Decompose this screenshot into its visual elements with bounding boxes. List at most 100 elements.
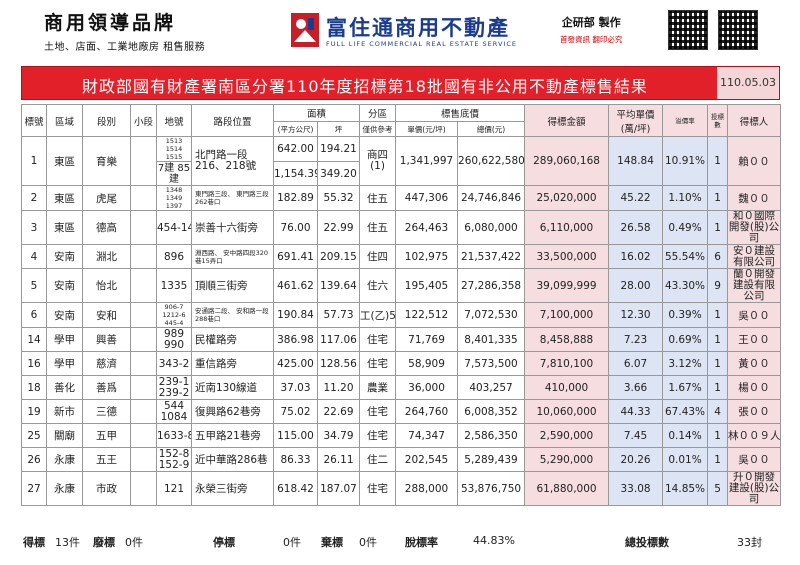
cell-road: 崇善十六街旁 (191, 210, 274, 245)
brand-subtitle: 土地、店面、工業地廠房 租售服務 (44, 42, 206, 53)
cell-premium: 1.67% (662, 375, 709, 400)
cell-area-ping: 209.15 (316, 244, 361, 269)
cell-area-m2: 86.33 (273, 447, 318, 472)
table-row: 3 東區 德高 454-14 崇善十六街旁 76.00 22.99 住五 264,463 6,08… (21, 210, 782, 245)
company-logo-icon (291, 13, 319, 47)
header: 商用領導品牌 土地、店面、工業地廠房 租售服務 富住通商用不動產 FULL LI… (0, 0, 800, 62)
footer-total-label: 總投標數 (625, 536, 669, 549)
cell-winner: 安０建設有限公司 (727, 244, 782, 269)
col-avg-unit-label: 平均單價 (616, 109, 655, 121)
cell-bids: 1 (707, 210, 729, 245)
cell-winning: 39,099,999 (524, 268, 610, 303)
producer-block: 企研部 製作 首發資訊 翻印必究 (560, 14, 622, 45)
cell-section: 虎尾 (82, 185, 131, 211)
cell-area-ping: 187.07 (316, 471, 361, 506)
cell-subsection (130, 351, 157, 376)
cell-no: 3 (21, 210, 47, 245)
cell-premium: 55.54% (662, 244, 709, 269)
cell-area-m2: 386.98 (273, 327, 318, 352)
table-row: 19 新市 三德 544 1084 復興路62巷旁 75.02 22.69 住宅 264,760… (21, 399, 782, 424)
cell-no: 14 (21, 327, 47, 352)
cell-no: 16 (21, 351, 47, 376)
cell-winner: 楊００ (727, 375, 782, 400)
cell-zone: 住六 (359, 268, 397, 303)
cell-section: 怡北 (82, 268, 131, 303)
col-lot: 地號 (156, 104, 192, 137)
table-row: 7建 85建 1,154.39 349.20 (22, 161, 781, 186)
cell-zone: 農業 (359, 375, 397, 400)
cell-winning: 5,290,000 (524, 447, 610, 472)
qr-code-icon[interactable] (668, 10, 708, 50)
title-bar: 財政部國有財產署南區分署110年度招標第18批國有非公用不動產標售結果 110.… (21, 66, 780, 100)
cell-district: 東區 (46, 185, 83, 211)
cell-road: 五甲路21巷旁 (191, 423, 274, 448)
cell-winning: 6,110,000 (524, 210, 610, 245)
cell-premium: 0.14% (662, 423, 709, 448)
cell-district: 關廟 (46, 423, 83, 448)
qr-code-icon[interactable] (718, 10, 758, 50)
cell-road: 頂順三街旁 (191, 268, 274, 303)
cell-premium: 3.12% (662, 351, 709, 376)
cell-area-ping: 57.73 (316, 302, 361, 328)
cell-bids: 9 (707, 268, 729, 303)
cell-avg-unit: 44.33 (608, 399, 664, 424)
cell-unit-price: 58,909 (395, 351, 459, 376)
col-base-price: 標售底價 (395, 104, 526, 122)
cell-zone: 住五 (359, 185, 397, 211)
cell-unit-price: 264,760 (395, 399, 459, 424)
cell-lot: 239-1 239-2 (156, 375, 192, 400)
cell-winning: 2,590,000 (524, 423, 610, 448)
footer-abandon-value: 0件 (359, 536, 377, 549)
table-row: 6 安南 安和 906-7 1212-6 445-4 安通路二段、 安和路一段288巷口… (21, 302, 782, 328)
cell-total-price: 403,257 (457, 375, 526, 400)
cell-winner: 王００ (727, 327, 782, 352)
cell-unit-price: 1,341,997 (395, 136, 459, 186)
cell-area-m2: 691.41 (273, 244, 318, 269)
cell-zone: 商四 (1) (359, 136, 397, 186)
cell-winning: 8,458,888 (524, 327, 610, 352)
cell-avg-unit: 7.45 (608, 423, 664, 448)
cell-district: 善化 (46, 375, 83, 400)
cell-bids: 4 (707, 399, 729, 424)
cell-unit-price: 122,512 (395, 302, 459, 328)
col-bids: 投標數 (707, 104, 729, 137)
cell-area-m2: 76.00 (273, 210, 318, 245)
cell-area-m2: 37.03 (273, 375, 318, 400)
cell-section: 五甲 (82, 423, 131, 448)
cell-no: 1 (21, 136, 47, 186)
cell-section: 善爲 (82, 375, 131, 400)
cell-district: 東區 (46, 210, 83, 245)
table-row: 25 關廟 五甲 1633-8 五甲路21巷旁 115.00 34.79 住宅 74,347 2,… (21, 423, 782, 448)
cell-premium: 0.01% (662, 447, 709, 472)
cell-road: 重信路旁 (191, 351, 274, 376)
cell-total-price: 6,008,352 (457, 399, 526, 424)
col-area: 面積 (272, 104, 361, 122)
cell-lot: 544 1084 (156, 399, 192, 424)
cell-premium: 14.85% (662, 471, 709, 506)
cell-zone: 住宅 (359, 351, 397, 376)
cell-district: 安南 (46, 244, 83, 269)
cell-unit-price: 288,000 (395, 471, 459, 506)
table-row: 26 永康 五王 152-8 152-9 近中華路286巷 86.33 26.11 住二 202… (21, 447, 782, 472)
cell-winner: 張００ (727, 399, 782, 424)
cell-winning: 289,060,168 (524, 136, 610, 186)
cell-total-price: 27,286,358 (457, 268, 526, 303)
cell-avg-unit: 45.22 (608, 185, 664, 211)
cell-total-price: 6,080,000 (457, 210, 526, 245)
footer-rate-label: 脫標率 (405, 536, 438, 549)
cell-area-ping: 34.79 (316, 423, 361, 448)
cell-section: 育樂 (82, 136, 131, 186)
producer-note: 首發資訊 翻印必究 (560, 35, 623, 44)
footer-abandon-label: 棄標 (321, 536, 343, 549)
cell-section: 淵北 (82, 244, 131, 269)
cell-area-m2: 425.00 (273, 351, 318, 376)
cell-area-m2: 75.02 (273, 399, 318, 424)
cell-winning: 410,000 (524, 375, 610, 400)
cell-total-price: 53,876,750 (457, 471, 526, 506)
cell-district: 永康 (46, 471, 83, 506)
cell-zone: 住宅 (359, 423, 397, 448)
cell-road: 民權路旁 (191, 327, 274, 352)
cell-unit-price: 71,769 (395, 327, 459, 352)
cell-area-ping: 55.32 (316, 185, 361, 211)
cell-winning: 33,500,000 (524, 244, 610, 269)
